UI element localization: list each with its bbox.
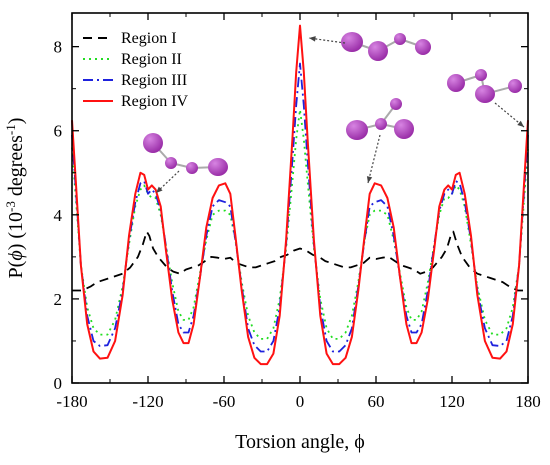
atom [208, 158, 228, 176]
x-tick-label: -180 [56, 392, 87, 411]
y-axis-title: P(ϕ) (10-3 degrees-1) [3, 118, 28, 279]
x-tick-label: 60 [368, 392, 385, 411]
y-title-part: ) (10 [5, 212, 27, 250]
x-tick-label: 120 [439, 392, 465, 411]
atom [475, 85, 495, 103]
atom [475, 69, 487, 81]
y-tick-label: 2 [54, 290, 63, 309]
pointer-line [367, 134, 381, 184]
molecule-trans [447, 69, 525, 128]
y-title-part: ) [5, 118, 27, 125]
ticks-layer: -180 -120 -60 0 60 120 180 0 2 4 6 8 [54, 13, 541, 411]
y-title-part: degrees [5, 135, 27, 201]
legend-label-3: Region III [121, 72, 187, 89]
atom [390, 98, 402, 110]
y-title-part: -1 [3, 124, 18, 135]
y-title-part: P( [5, 260, 27, 278]
atom [165, 157, 177, 169]
y-title-part: -3 [3, 201, 18, 212]
pointer-arrowhead [156, 186, 163, 193]
x-axis-title: Torsion angle, ϕ [235, 431, 365, 453]
atom [394, 119, 414, 139]
legend-label-1: Region I [121, 30, 177, 47]
legend-label-2: Region II [121, 51, 182, 68]
series-line-4 [71, 24, 529, 366]
y-title-part: ϕ [5, 250, 27, 260]
y-tick-label: 0 [54, 374, 63, 393]
x-tick-label: -120 [132, 392, 163, 411]
atom [186, 162, 198, 174]
series-line-3 [71, 62, 529, 353]
pointer-line [155, 170, 180, 194]
atom [375, 118, 387, 130]
atom [508, 79, 522, 93]
atom [368, 41, 388, 61]
atom [341, 32, 363, 52]
molecule-gauche [346, 98, 414, 184]
atom [143, 133, 163, 153]
molecule-cis [143, 133, 228, 194]
y-tick-label: 8 [54, 38, 63, 57]
atom [346, 120, 368, 140]
pointer-arrowhead [366, 176, 373, 183]
y-tick-label: 4 [54, 206, 63, 225]
atom [394, 33, 406, 45]
legend-label-4: Region IV [121, 93, 189, 110]
pointer-arrowhead [517, 120, 524, 127]
y-tick-label: 6 [54, 122, 63, 141]
atom [415, 39, 431, 55]
series-line-1 [72, 230, 528, 292]
x-tick-label: -60 [213, 392, 236, 411]
legend: Region I Region II Region III Region IV [83, 30, 189, 110]
series-layer [71, 24, 529, 366]
molecule-illustrations [143, 32, 525, 194]
atom [447, 74, 465, 92]
molecule-planar-zero [308, 32, 431, 61]
pointer-arrowhead [309, 36, 316, 42]
x-tick-label: 180 [515, 392, 541, 411]
series-line-2 [71, 108, 529, 340]
x-tick-label: 0 [296, 392, 305, 411]
